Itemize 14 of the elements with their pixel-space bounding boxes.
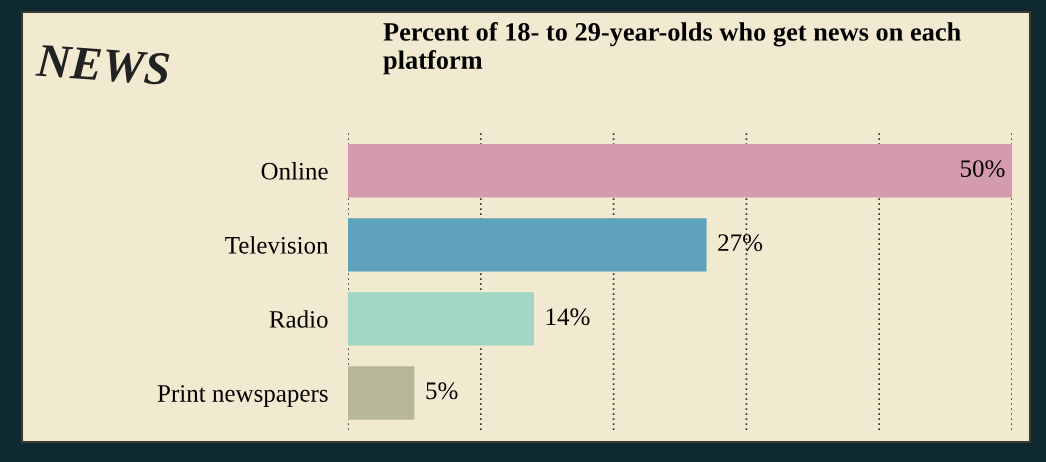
data-label: 27%	[718, 234, 763, 252]
bar	[348, 218, 707, 272]
bar	[348, 144, 1012, 198]
y-tick-label: Radio	[269, 310, 328, 328]
data-label: 50%	[960, 160, 1005, 178]
data-label: 14%	[546, 308, 590, 326]
data-label: 5%	[426, 382, 458, 400]
y-tick-label: Online	[261, 162, 328, 180]
text: NEWS	[35, 44, 170, 86]
y-tick-label: Print newspapers	[157, 385, 328, 407]
chart-title: Percent of 18- to 29-year-olds who get news on each platform	[383, 22, 961, 75]
y-tick-label: Television	[225, 236, 329, 254]
bar	[348, 366, 415, 420]
bar	[348, 292, 534, 346]
